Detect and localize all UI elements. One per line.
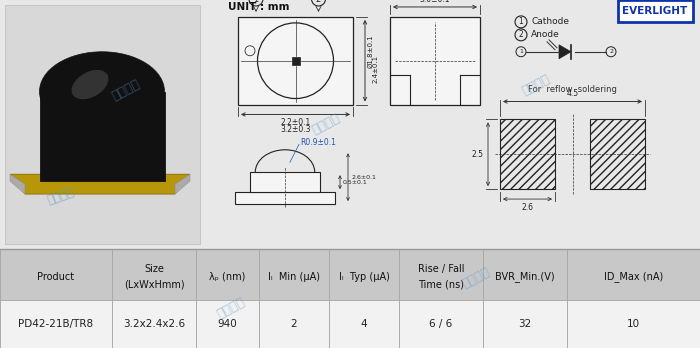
Polygon shape xyxy=(175,174,190,194)
Text: 2: 2 xyxy=(609,49,613,54)
Text: 超毅电子: 超毅电子 xyxy=(215,295,248,321)
Text: 超毅电子: 超毅电子 xyxy=(460,265,493,291)
Text: Iₗ  Min (μA): Iₗ Min (μA) xyxy=(268,272,320,282)
Bar xyxy=(238,17,353,104)
Text: 超毅电子: 超毅电子 xyxy=(310,112,342,137)
Text: EVERLIGHT: EVERLIGHT xyxy=(622,6,687,16)
Text: Time (ns): Time (ns) xyxy=(418,280,464,290)
Text: 3.0±0.1: 3.0±0.1 xyxy=(420,0,450,4)
Text: 6 / 6: 6 / 6 xyxy=(429,319,453,329)
Bar xyxy=(5,5,200,244)
Ellipse shape xyxy=(71,70,108,99)
Bar xyxy=(0,249,700,300)
Text: For  reflow  soldering: For reflow soldering xyxy=(528,85,617,94)
Text: 2.4±0.1: 2.4±0.1 xyxy=(373,55,379,83)
Text: ID_Max (nA): ID_Max (nA) xyxy=(604,271,663,282)
Text: 4: 4 xyxy=(360,319,368,329)
Text: R0.9±0.1: R0.9±0.1 xyxy=(300,138,336,147)
Text: 4.5: 4.5 xyxy=(566,88,579,97)
Text: (LxWxHmm): (LxWxHmm) xyxy=(124,280,184,290)
Bar xyxy=(40,92,165,181)
Text: Anode: Anode xyxy=(531,30,560,39)
Text: 0.5±0.1: 0.5±0.1 xyxy=(343,180,368,185)
Bar xyxy=(291,57,300,65)
Text: 32: 32 xyxy=(519,319,531,329)
Text: Size: Size xyxy=(144,264,164,274)
Text: Iₗ  Typ (μA): Iₗ Typ (μA) xyxy=(339,272,389,282)
Text: 10: 10 xyxy=(627,319,640,329)
Text: Cathode: Cathode xyxy=(531,17,569,26)
Ellipse shape xyxy=(39,52,164,132)
Text: λₚ (nm): λₚ (nm) xyxy=(209,272,246,282)
Text: 2.6: 2.6 xyxy=(522,203,533,212)
Text: BVR_Min.(V): BVR_Min.(V) xyxy=(495,271,555,282)
Text: 超毅电子: 超毅电子 xyxy=(45,185,76,207)
Text: 940: 940 xyxy=(218,319,237,329)
Bar xyxy=(250,172,320,192)
Bar xyxy=(618,0,693,22)
Text: 1: 1 xyxy=(519,17,524,26)
Bar xyxy=(0,300,700,348)
Text: Ø1.8±0.1: Ø1.8±0.1 xyxy=(368,34,374,68)
Text: 2: 2 xyxy=(519,30,524,39)
Polygon shape xyxy=(10,174,25,194)
Text: 2.5: 2.5 xyxy=(472,150,484,159)
Polygon shape xyxy=(559,45,571,59)
Text: 1: 1 xyxy=(253,0,258,3)
Text: Rise / Fall: Rise / Fall xyxy=(418,264,464,274)
Text: 超毅电子: 超毅电子 xyxy=(110,77,143,103)
Text: UNIT : mm: UNIT : mm xyxy=(228,2,290,12)
Text: 3.2x2.4x2.6: 3.2x2.4x2.6 xyxy=(123,319,185,329)
Text: 2.6±0.1: 2.6±0.1 xyxy=(351,175,376,180)
Bar xyxy=(590,119,645,189)
Bar xyxy=(500,119,555,189)
Text: 2: 2 xyxy=(290,319,298,329)
Polygon shape xyxy=(10,174,190,194)
Bar xyxy=(235,192,335,204)
Text: 2.2±0.1: 2.2±0.1 xyxy=(281,118,311,127)
Text: 2: 2 xyxy=(316,0,321,3)
Text: 超毅电子: 超毅电子 xyxy=(520,72,552,97)
Text: 1: 1 xyxy=(519,49,523,54)
Text: 3.2±0.3: 3.2±0.3 xyxy=(280,125,311,134)
Bar xyxy=(390,17,480,104)
Text: PD42-21B/TR8: PD42-21B/TR8 xyxy=(18,319,94,329)
Text: Product: Product xyxy=(37,272,75,282)
